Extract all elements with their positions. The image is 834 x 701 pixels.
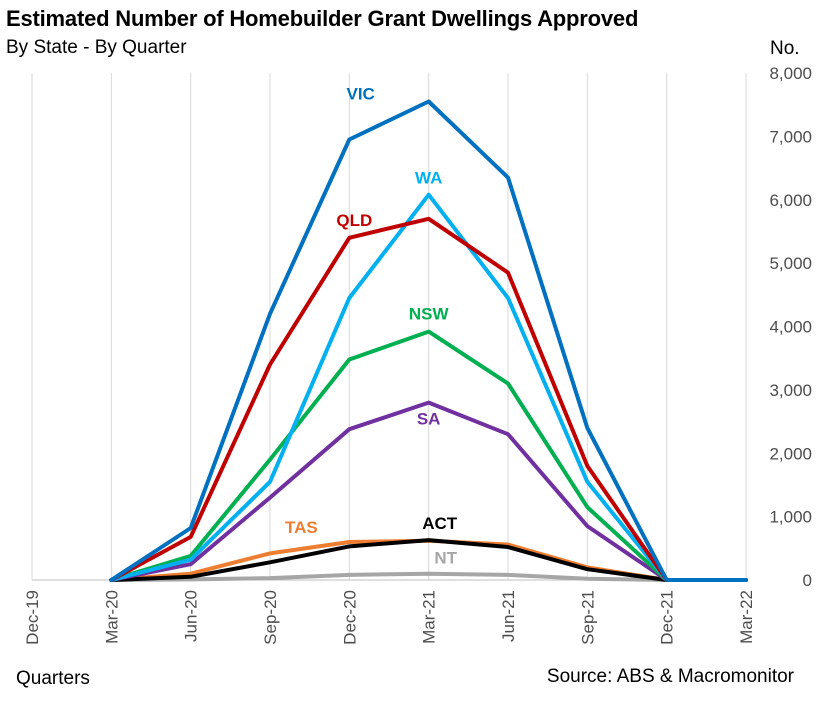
series-label-act: ACT [422, 514, 458, 533]
chart-title: Estimated Number of Homebuilder Grant Dw… [6, 6, 639, 31]
y-tick-label: 1,000 [769, 508, 812, 527]
tick-labels: 0 1,000 2,000 3,000 4,000 5,000 6,000 7,000 8,00… [23, 64, 812, 645]
y-tick-label: 7,000 [769, 127, 812, 146]
series-label-qld: QLD [336, 211, 372, 230]
y-axis-unit: No. [770, 38, 800, 59]
series-line-vic [109, 99, 748, 582]
source-note: Source: ABS & Macromonitor [546, 666, 794, 687]
x-tick-label: Mar-21 [420, 590, 439, 644]
x-axis-label: Quarters [16, 668, 90, 689]
chart-subtitle: By State - By Quarter [6, 37, 187, 58]
x-tick-label: Mar-22 [737, 590, 756, 644]
x-tick-label: Sep-21 [578, 590, 597, 645]
series-label-tas: TAS [285, 518, 318, 537]
gridlines [31, 73, 747, 580]
x-tick-label: Dec-19 [23, 590, 42, 645]
series-label-wa: WA [415, 169, 442, 188]
y-tick-label: 4,000 [769, 318, 812, 337]
y-tick-label: 0 [803, 571, 812, 590]
series-label-vic: VIC [346, 85, 374, 104]
series-label-nt: NT [434, 549, 457, 568]
x-tick-label: Jun-21 [499, 590, 518, 642]
series-label-nsw: NSW [409, 305, 450, 324]
series-line-qld [109, 216, 748, 582]
series-line-nsw [109, 329, 748, 582]
series-line-wa [109, 192, 748, 582]
y-tick-label: 5,000 [769, 254, 812, 273]
y-tick-label: 3,000 [769, 381, 812, 400]
x-tick-label: Dec-20 [340, 590, 359, 645]
series-labels: VIC QLD WA NSW SA TAS ACT NT [285, 85, 458, 568]
y-tick-label: 6,000 [769, 191, 812, 210]
series-line-act [109, 538, 748, 582]
axes [31, 73, 747, 581]
x-tick-label: Mar-20 [102, 590, 121, 644]
y-tick-label: 2,000 [769, 444, 812, 463]
x-tick-label: Sep-20 [261, 590, 280, 645]
y-tick-label: 8,000 [769, 64, 812, 83]
series-line-nt [109, 571, 748, 582]
series-label-sa: SA [417, 410, 441, 429]
series-lines [109, 99, 748, 582]
x-tick-label: Dec-21 [658, 590, 677, 645]
series-line-sa [109, 400, 748, 582]
x-tick-label: Jun-20 [182, 590, 201, 642]
